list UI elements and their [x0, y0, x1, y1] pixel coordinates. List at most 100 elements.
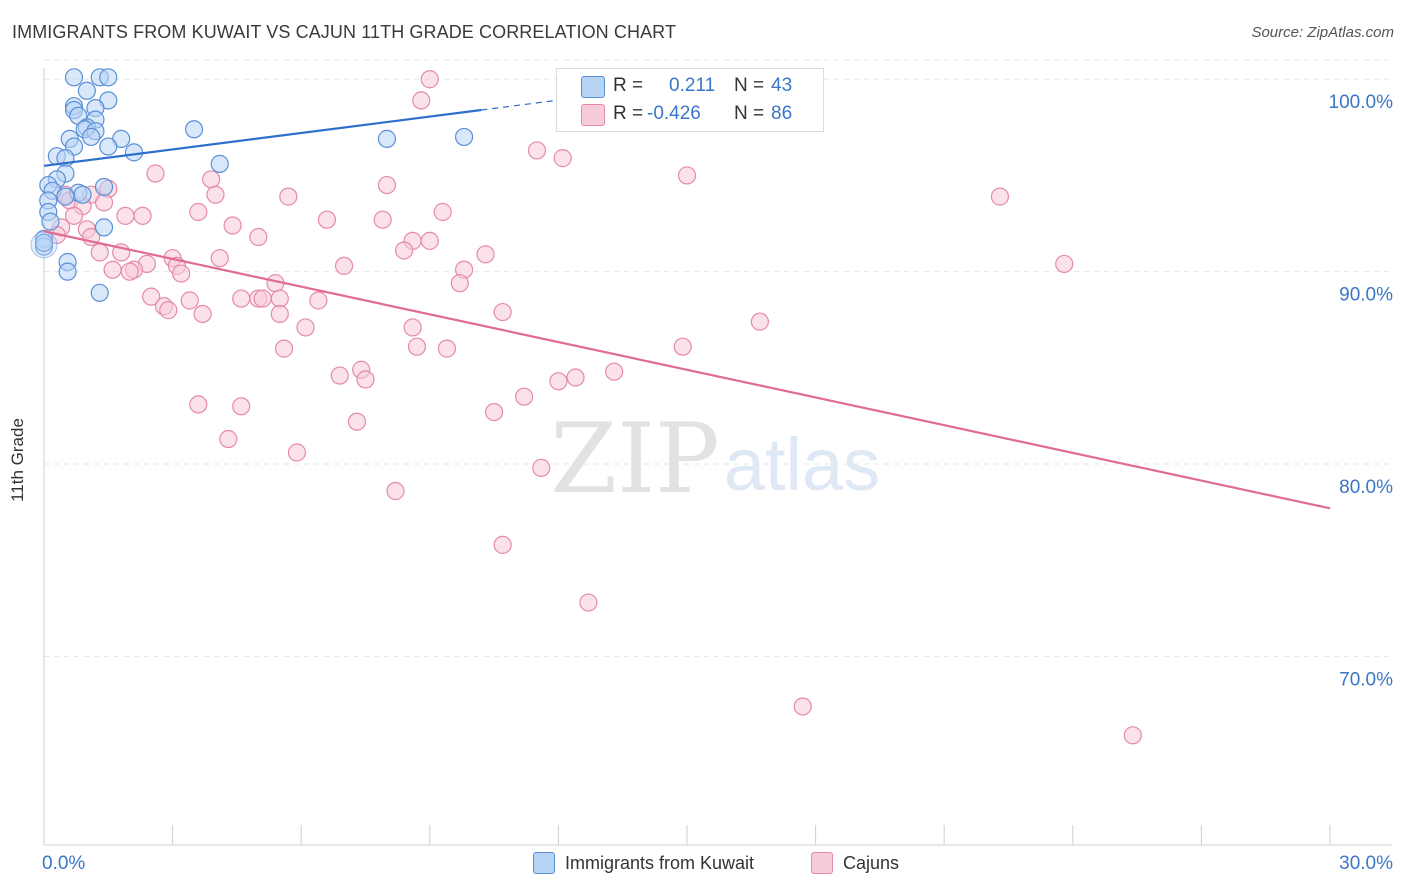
cajun-point	[206, 185, 225, 204]
y-tick-label: 70.0%	[1339, 669, 1393, 690]
kuwait-swatch	[581, 76, 605, 98]
cajun-point	[317, 210, 337, 229]
cajun-swatch	[581, 104, 605, 126]
y-tick-label: 80.0%	[1339, 477, 1393, 498]
kuwait-point	[377, 129, 397, 148]
y-tick-label: 100.0%	[1329, 92, 1394, 113]
cajun-point	[476, 245, 495, 264]
cajun-point	[249, 227, 268, 247]
kuwait-point-large	[30, 231, 58, 259]
cajun-point	[334, 256, 354, 275]
stats-row-kuwait: R = 0.211 N = 43	[557, 73, 823, 99]
x-tick-label-max: 30.0%	[1339, 853, 1393, 874]
kuwait-point	[90, 283, 109, 302]
r-label: R =	[613, 103, 644, 124]
kuwait-point	[82, 127, 101, 147]
cajun-point	[330, 366, 349, 385]
cajun-point	[420, 231, 439, 250]
legend-swatch-cajun	[811, 852, 833, 874]
cajun-point	[532, 458, 551, 477]
legend-label-kuwait: Immigrants from Kuwait	[565, 852, 755, 873]
cajun-point	[605, 362, 624, 381]
legend-item-kuwait[interactable]: Immigrants from Kuwait	[533, 852, 754, 874]
cajun-point	[394, 241, 414, 260]
cajun-point	[193, 304, 212, 324]
cajun-point	[172, 264, 191, 283]
cajun-point	[189, 395, 208, 414]
cajun-trend-line	[43, 230, 1331, 510]
cajun-point	[485, 402, 504, 422]
cajun-point	[553, 149, 572, 168]
cajun-point	[377, 175, 397, 195]
cajun-point	[1123, 726, 1142, 745]
cajun-point	[142, 287, 161, 306]
kuwait-point	[454, 127, 474, 147]
cajun-point	[133, 206, 152, 225]
stats-row-cajun: R = -0.426 N = 86	[557, 101, 823, 127]
cajun-point	[750, 312, 769, 331]
cajun-point	[279, 187, 298, 206]
cajun-point	[373, 210, 392, 229]
cajun-point	[677, 166, 697, 185]
n-label: N =	[734, 103, 765, 124]
cajun-point	[493, 535, 512, 554]
kuwait-point	[41, 212, 60, 231]
cajun-point	[527, 141, 547, 160]
stats-legend: R = 0.211 N = 43 R = -0.426 N = 86	[556, 68, 824, 132]
source-label: Source: ZipAtlas.com	[1251, 24, 1394, 41]
cajun-point	[202, 170, 221, 189]
cajun-point	[386, 481, 405, 501]
kuwait-point	[56, 187, 75, 206]
legend-label-cajun: Cajuns	[843, 852, 900, 873]
kuwait-point	[184, 120, 204, 139]
cajun-point	[189, 202, 208, 222]
cajun-point	[673, 337, 692, 356]
legend-item-cajun[interactable]: Cajuns	[811, 852, 899, 874]
kuwait-point	[34, 233, 54, 252]
kuwait-point	[64, 68, 84, 87]
kuwait-point	[210, 154, 229, 173]
n-value-kuwait: 43	[771, 75, 793, 96]
cajun-point	[116, 206, 135, 225]
cajun-point	[412, 91, 431, 110]
cajun-points	[47, 70, 1142, 745]
cajun-point	[103, 260, 122, 279]
cajun-point	[232, 289, 251, 308]
series-legend: Immigrants from Kuwait Cajuns	[0, 852, 1406, 878]
cajun-point	[232, 397, 251, 416]
kuwait-points	[30, 68, 474, 302]
n-value-cajun: 86	[771, 103, 793, 124]
kuwait-point	[99, 137, 118, 156]
cajun-point	[180, 291, 199, 310]
cajun-point	[356, 370, 375, 389]
cajun-point	[309, 291, 328, 310]
cajun-point	[159, 301, 178, 320]
cajun-point	[223, 216, 242, 235]
watermark-zip: ZIP	[550, 403, 719, 515]
kuwait-point	[94, 218, 114, 237]
cajun-point	[347, 412, 367, 431]
cajun-point	[549, 372, 568, 391]
cajun-point	[120, 262, 139, 281]
cajun-point	[94, 193, 114, 212]
cajun-point	[1055, 254, 1074, 274]
cajun-point	[793, 697, 812, 716]
cajun-point	[515, 387, 534, 406]
cajun-point	[437, 339, 457, 358]
kuwait-point	[73, 185, 92, 204]
cajun-point	[403, 318, 422, 337]
r-label: R =	[613, 75, 644, 96]
r-value-cajun: -0.426	[647, 103, 701, 124]
tick-labels: 70.0% 80.0% 90.0% 100.0% 0.0% 30.0%	[42, 92, 1393, 874]
cajun-point	[433, 202, 452, 222]
r-value-kuwait: 0.211	[669, 75, 716, 96]
kuwait-point	[124, 143, 144, 162]
x-tick-label-min: 0.0%	[42, 853, 85, 874]
cajun-point	[990, 187, 1010, 206]
kuwait-trend-line	[43, 108, 482, 167]
cajun-point	[287, 443, 307, 462]
chart-title: IMMIGRANTS FROM KUWAIT VS CAJUN 11TH GRA…	[12, 22, 677, 42]
cajun-point	[270, 304, 289, 324]
cajun-point	[64, 206, 84, 225]
